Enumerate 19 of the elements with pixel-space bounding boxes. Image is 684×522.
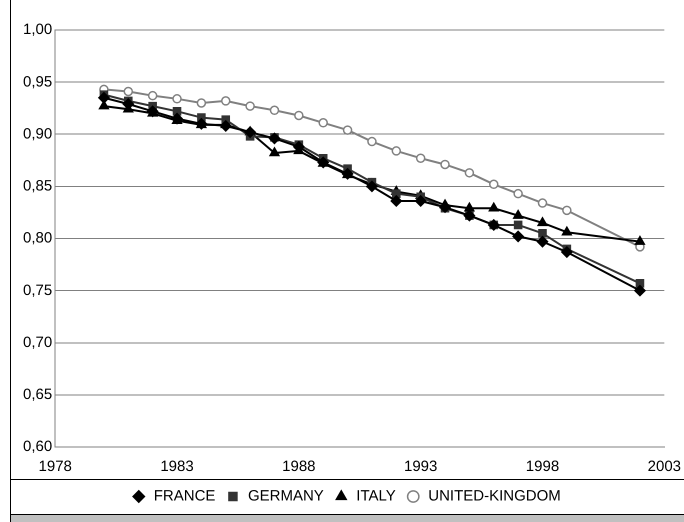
y-tick-label: 0,85 xyxy=(22,178,52,195)
y-tick-label: 0,90 xyxy=(22,125,52,142)
legend-label: UNITED-KINGDOM xyxy=(428,488,561,505)
legend-label: FRANCE xyxy=(154,488,216,505)
y-tick-label: 0,70 xyxy=(22,334,52,351)
legend-label: GERMANY xyxy=(248,488,324,505)
x-tick-label: 2003 xyxy=(648,458,682,476)
y-tick-label: 1,00 xyxy=(22,21,52,38)
x-tick-label: 1993 xyxy=(404,458,438,476)
y-tick-label: 0,60 xyxy=(22,438,52,456)
x-tick-label: 1998 xyxy=(526,458,560,476)
y-tick-label: 0,95 xyxy=(22,73,52,90)
x-tick-label: 1983 xyxy=(160,458,194,476)
y-tick-label: 0,80 xyxy=(22,230,52,247)
x-tick-label: 1988 xyxy=(282,458,316,476)
y-tick-label: 0,75 xyxy=(22,282,52,299)
x-tick-label: 1978 xyxy=(38,458,72,476)
legend-label: ITALY xyxy=(356,488,396,505)
y-tick-label: 0,65 xyxy=(22,386,52,404)
